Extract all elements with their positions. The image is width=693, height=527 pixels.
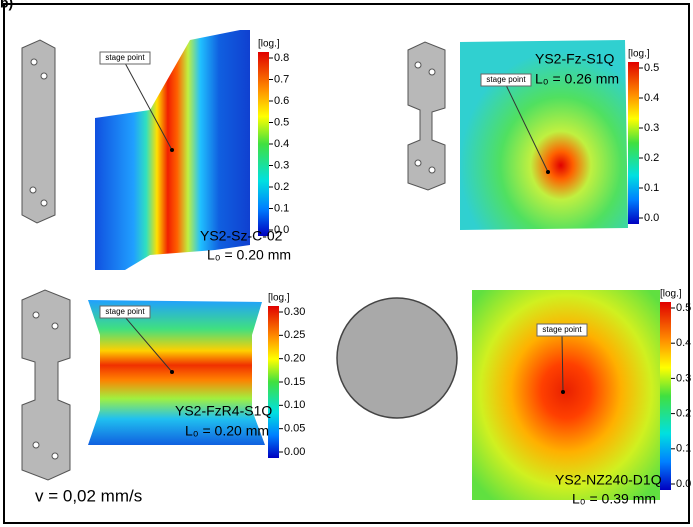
- colorbar-tick-label: 0.7: [274, 73, 289, 85]
- colorbar-tick-label: 0.20: [284, 353, 305, 365]
- colorbar-tick-label: 0.30: [284, 306, 305, 318]
- gauge-length: L₀ = 0.20 mm: [185, 423, 269, 439]
- colorbar-tick-label: 0.00: [284, 446, 305, 458]
- stage-dot: [546, 170, 550, 174]
- colorbar-tick-label: 0.5: [644, 62, 659, 74]
- gauge-length: L₀ = 0.39 mm: [572, 491, 656, 507]
- colorbar-tick-label: 0.3: [644, 122, 659, 134]
- stage-dot: [170, 148, 174, 152]
- velocity: v = 0,02 mm/s: [35, 486, 142, 505]
- colorbar-tick-label: 0.4: [274, 138, 289, 150]
- gauge-length: L₀ = 0.20 mm: [207, 247, 291, 263]
- colorbar: [660, 302, 671, 490]
- stage-label: stage point: [105, 307, 145, 316]
- stage-dot: [170, 370, 174, 374]
- sample-name: YS2-NZ240-D1Q: [555, 472, 662, 488]
- colorbar-tick-label: 0.5: [274, 116, 289, 128]
- colorbar-tick-label: 0.8: [274, 52, 289, 64]
- colorbar-tick-label: 0.0: [644, 212, 659, 224]
- colorbar-tick-label: 0.10: [284, 399, 305, 411]
- stage-label: stage point: [542, 325, 582, 334]
- colorbar-tick-label: 0.1: [676, 443, 691, 455]
- disc-specimen: [337, 298, 457, 418]
- colorbar-tick-label: 0.2: [676, 408, 691, 420]
- colorbar-tick-label: 0.1: [644, 182, 659, 194]
- colorbar-tick-label: 0.15: [284, 376, 305, 388]
- colorbar-tick-label: 0.2: [644, 152, 659, 164]
- colorbar-tick-label: 0.0: [676, 478, 691, 490]
- colorbar-tick-label: 0.4: [644, 92, 659, 104]
- colorbar-tick-label: 0.5: [676, 302, 691, 314]
- colorbar-tick-label: 0.6: [274, 95, 289, 107]
- colorbar-tick-label: 0.3: [676, 372, 691, 384]
- colorbar-tick-label: 0.1: [274, 202, 289, 214]
- colorbar: [268, 306, 279, 458]
- panel-label: b): [0, 0, 13, 11]
- colorbar-unit: [log.]: [258, 39, 280, 50]
- colorbar: [258, 52, 269, 236]
- stage-label: stage point: [105, 53, 145, 62]
- colorbar-tick-label: 0.3: [274, 159, 289, 171]
- colorbar-tick-label: 0.25: [284, 329, 305, 341]
- colorbar-tick-label: 0.4: [676, 337, 691, 349]
- colorbar-tick-label: 0.2: [274, 181, 289, 193]
- figure: b) v = 0,02 mm/s [log.] 0.8 0.7 0.6 0.5 0.4 0.…: [0, 0, 693, 527]
- sample-name: YS2-Fz-S1Q: [535, 51, 614, 67]
- colorbar-tick-label: 0.05: [284, 423, 305, 435]
- gauge-length: L₀ = 0.26 mm: [535, 71, 619, 87]
- colorbar-unit: [log.]: [628, 49, 650, 60]
- strain-map: [472, 290, 660, 500]
- sample-name: YS2-FzR4-S1Q: [175, 403, 272, 419]
- strain-map: [460, 40, 628, 230]
- colorbar-unit: [log.]: [660, 289, 682, 300]
- stage-dot: [561, 390, 565, 394]
- sample-name: YS2-Sz-C-02: [200, 228, 283, 244]
- stage-label: stage point: [486, 75, 526, 84]
- colorbar-unit: [log.]: [268, 293, 290, 304]
- colorbar: [628, 62, 639, 224]
